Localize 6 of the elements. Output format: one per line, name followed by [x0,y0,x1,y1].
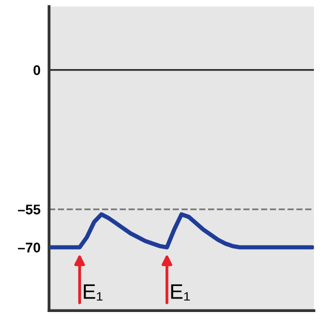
annotation: E₁ [171,284,190,301]
y-tick-label: –70 [18,242,40,252]
line-series [49,212,314,250]
y-tick-label: –55 [18,204,40,214]
y-tick-label: 0 [34,65,40,76]
annotation: E₁ [84,284,103,301]
